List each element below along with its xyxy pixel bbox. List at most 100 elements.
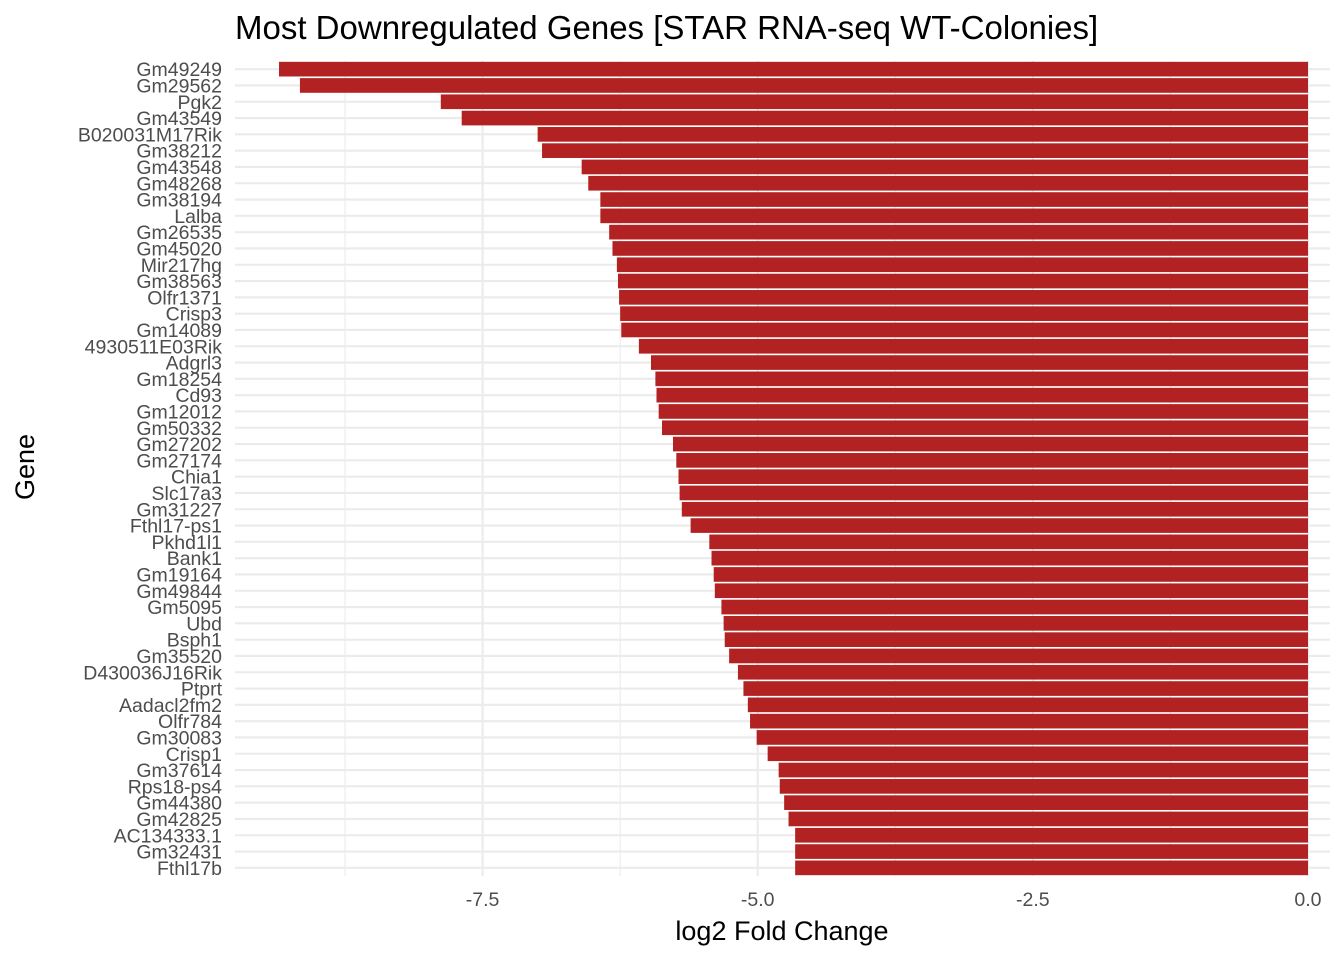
gene-label: Ubd bbox=[186, 613, 222, 635]
bar-gm29562 bbox=[299, 78, 1308, 93]
bar-gm49249 bbox=[279, 61, 1308, 77]
gene-label: Gm48268 bbox=[136, 173, 222, 195]
gene-label: Lalba bbox=[174, 206, 222, 228]
bar-adgrl3 bbox=[650, 355, 1308, 370]
gene-label: AC134333.1 bbox=[114, 825, 222, 847]
bar-gm18254 bbox=[655, 371, 1308, 387]
bar-gm5095 bbox=[721, 599, 1308, 615]
gene-label: Bank1 bbox=[167, 548, 222, 570]
bar-lalba bbox=[600, 208, 1308, 224]
gene-label: Adgrl3 bbox=[166, 353, 222, 375]
bar-gm38212 bbox=[542, 143, 1308, 158]
gene-label: Gm38563 bbox=[136, 271, 222, 293]
gene-label: Gm19164 bbox=[136, 564, 222, 586]
bar-gm27202 bbox=[673, 436, 1308, 452]
bar-fthl17-ps1 bbox=[690, 518, 1308, 533]
bar-gm48268 bbox=[588, 175, 1308, 191]
bar-pkhd1l1 bbox=[709, 534, 1308, 550]
bar-gm35520 bbox=[729, 648, 1308, 664]
gene-label: Olfr784 bbox=[158, 711, 222, 733]
gene-label: D430036J16Rik bbox=[83, 662, 222, 684]
bar-gm32431 bbox=[795, 844, 1308, 859]
gene-label: Gm44380 bbox=[136, 793, 222, 815]
bar-ubd bbox=[723, 616, 1308, 631]
gene-label: Gm5095 bbox=[147, 597, 222, 619]
bar-gm43548 bbox=[581, 159, 1308, 175]
bar-rps18-ps4 bbox=[779, 779, 1308, 794]
gene-label: Gm26535 bbox=[136, 222, 222, 244]
bar-crisp3 bbox=[620, 306, 1308, 321]
bar-gm44380 bbox=[784, 795, 1308, 810]
gene-label: Gm35520 bbox=[136, 646, 222, 668]
x-tick-label: -2.5 bbox=[1016, 889, 1050, 911]
gene-label: Fthl17b bbox=[157, 858, 222, 880]
gene-labels: Gm49249Gm29562Pgk2Gm43549B020031M17RikGm… bbox=[78, 59, 223, 880]
gene-label: Crisp3 bbox=[166, 304, 222, 326]
bar-b020031m17rik bbox=[537, 127, 1308, 142]
gene-label: Pgk2 bbox=[178, 92, 222, 114]
bar-slc17a3 bbox=[679, 485, 1308, 501]
gene-label: Gm38212 bbox=[136, 141, 222, 163]
bar-gm14089 bbox=[621, 322, 1308, 338]
gene-label: Gm42825 bbox=[136, 809, 222, 831]
gene-label: Slc17a3 bbox=[152, 483, 222, 505]
gene-label: Gm49844 bbox=[136, 581, 222, 603]
gene-label: B020031M17Rik bbox=[78, 124, 222, 146]
x-tick-label: -5.0 bbox=[741, 889, 775, 911]
x-tick-label: 0.0 bbox=[1294, 889, 1321, 911]
gene-label: Gm50332 bbox=[136, 418, 222, 440]
gene-label: Gm43548 bbox=[136, 157, 222, 179]
bar-gm31227 bbox=[681, 501, 1308, 517]
bar-pgk2 bbox=[440, 94, 1308, 110]
bar-olfr784 bbox=[750, 713, 1308, 729]
bar-mir217hg bbox=[616, 257, 1308, 273]
gene-label: Gm14089 bbox=[136, 320, 222, 342]
bars bbox=[279, 61, 1308, 876]
gene-label: Cd93 bbox=[175, 385, 222, 407]
bar-bsph1 bbox=[724, 632, 1308, 647]
gene-label: Rps18-ps4 bbox=[128, 776, 222, 798]
bar-gm12012 bbox=[658, 404, 1308, 419]
bar-d430036j16rik bbox=[737, 664, 1308, 680]
chart-title: Most Downregulated Genes [STAR RNA-seq W… bbox=[235, 9, 1098, 46]
bar-gm38563 bbox=[617, 273, 1308, 289]
bar-gm38194 bbox=[600, 192, 1308, 207]
gene-label: Gm27174 bbox=[136, 450, 222, 472]
gene-label: Gm30083 bbox=[136, 727, 222, 749]
gene-label: Gm45020 bbox=[136, 238, 222, 260]
gene-label: Mir217hg bbox=[141, 255, 222, 277]
bar-gm37614 bbox=[778, 762, 1308, 778]
bar-fthl17b bbox=[795, 860, 1308, 876]
gene-label: Crisp1 bbox=[166, 744, 222, 766]
bar-4930511e03rik bbox=[638, 338, 1308, 354]
gene-label: Gm49249 bbox=[136, 59, 222, 81]
bar-ptprt bbox=[743, 681, 1308, 696]
bar-gm50332 bbox=[661, 420, 1308, 436]
gene-label: Gm31227 bbox=[136, 499, 222, 521]
gene-label: Ptprt bbox=[181, 679, 223, 701]
gene-label: Gm38194 bbox=[136, 190, 222, 212]
gene-label: Gm27202 bbox=[136, 434, 222, 456]
bar-gm42825 bbox=[788, 811, 1308, 827]
bar-ac134333-1 bbox=[795, 827, 1308, 843]
bar-gm30083 bbox=[756, 730, 1308, 745]
y-axis-title: Gene bbox=[10, 434, 40, 500]
gene-label: Chia1 bbox=[171, 467, 222, 489]
gene-label: Gm29562 bbox=[136, 75, 222, 97]
bar-bank1 bbox=[711, 550, 1308, 566]
bar-gm45020 bbox=[612, 241, 1308, 256]
bar-aadacl2fm2 bbox=[747, 697, 1308, 713]
bar-cd93 bbox=[656, 387, 1308, 403]
bar-chia1 bbox=[678, 469, 1308, 484]
bar-gm49844 bbox=[714, 583, 1308, 599]
bar-gm27174 bbox=[676, 453, 1308, 468]
bar-olfr1371 bbox=[619, 290, 1308, 305]
gene-label: 4930511E03Rik bbox=[85, 336, 223, 358]
gene-label: Gm43549 bbox=[136, 108, 222, 130]
x-axis-title: log2 Fold Change bbox=[675, 916, 888, 946]
bar-gm26535 bbox=[609, 224, 1308, 240]
gene-label: Aadacl2fm2 bbox=[119, 695, 222, 717]
bar-gm19164 bbox=[713, 567, 1308, 582]
x-tick-label: -7.5 bbox=[466, 889, 500, 911]
